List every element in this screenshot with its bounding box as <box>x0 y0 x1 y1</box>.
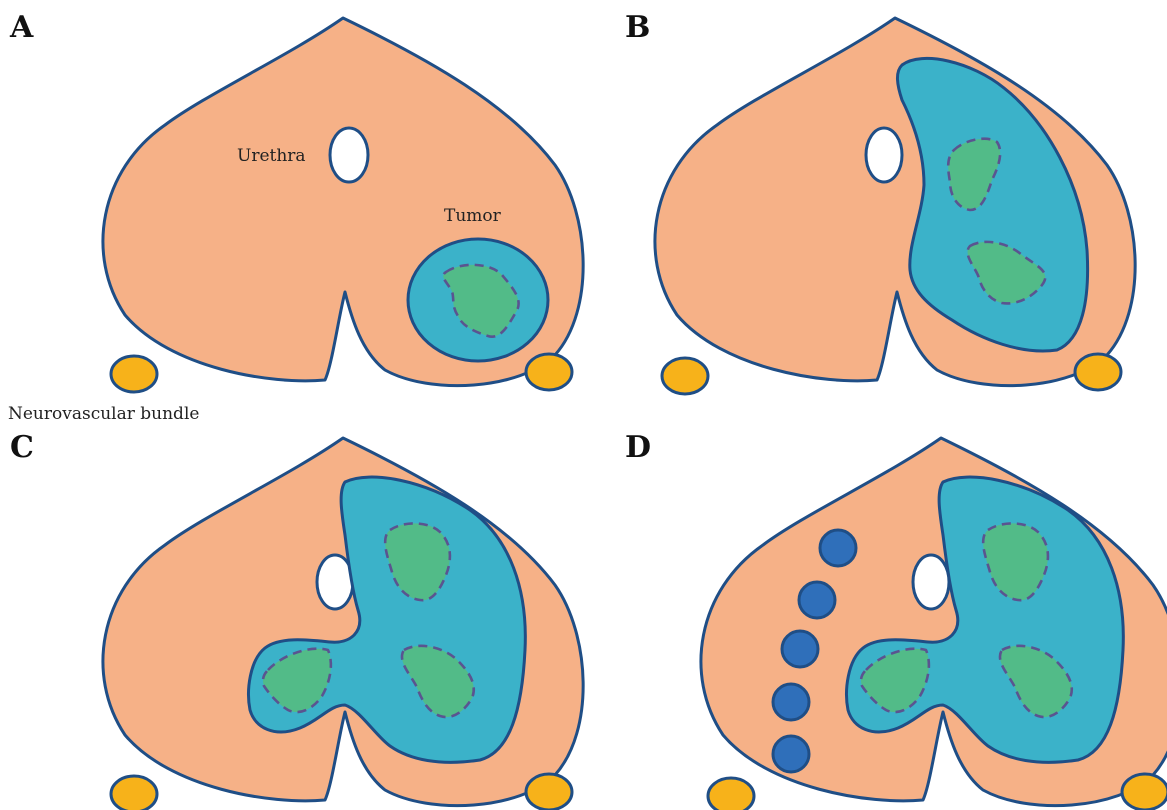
panel-label-b: B <box>625 10 650 45</box>
panel-a: A Urethra Tumor Neurovascular bundle <box>8 10 585 424</box>
panel-b: B <box>625 10 1137 396</box>
panel-label-c: C <box>10 430 34 465</box>
neurovascular-bundle-left <box>660 356 710 396</box>
neurovascular-bundle-left <box>706 776 756 810</box>
panel-c: C <box>10 430 585 810</box>
lesion-dot <box>771 734 811 774</box>
tumor-core <box>946 137 1002 212</box>
tumor-core <box>442 263 520 338</box>
tumor-label: Tumor <box>444 206 502 226</box>
neurovascular-bundle-left <box>109 354 159 394</box>
neurovascular-bundle-left <box>109 774 159 810</box>
panel-d: D <box>625 430 1167 810</box>
lesion-dot <box>780 629 820 669</box>
urethra-label: Urethra <box>237 146 306 166</box>
urethra <box>911 553 951 611</box>
tumor-core <box>261 647 333 714</box>
lesion-dot <box>797 580 837 620</box>
tumor-core <box>859 647 931 714</box>
tumor-core <box>998 644 1074 719</box>
urethra <box>864 126 904 184</box>
tumor-core <box>400 644 476 719</box>
tumor-core <box>966 240 1047 305</box>
neurovascular-bundle-label: Neurovascular bundle <box>8 404 199 424</box>
neurovascular-bundle-right <box>1120 772 1167 810</box>
neurovascular-bundle-right <box>524 352 574 392</box>
lesion-dot <box>771 682 811 722</box>
tumor-core <box>981 522 1050 602</box>
urethra <box>328 126 370 184</box>
neurovascular-bundle-right <box>524 772 574 810</box>
tumor-core <box>383 522 452 602</box>
panel-label-d: D <box>625 430 651 465</box>
lesion-dot <box>818 528 858 568</box>
neurovascular-bundle-right <box>1073 352 1123 392</box>
panel-label-a: A <box>9 10 34 45</box>
